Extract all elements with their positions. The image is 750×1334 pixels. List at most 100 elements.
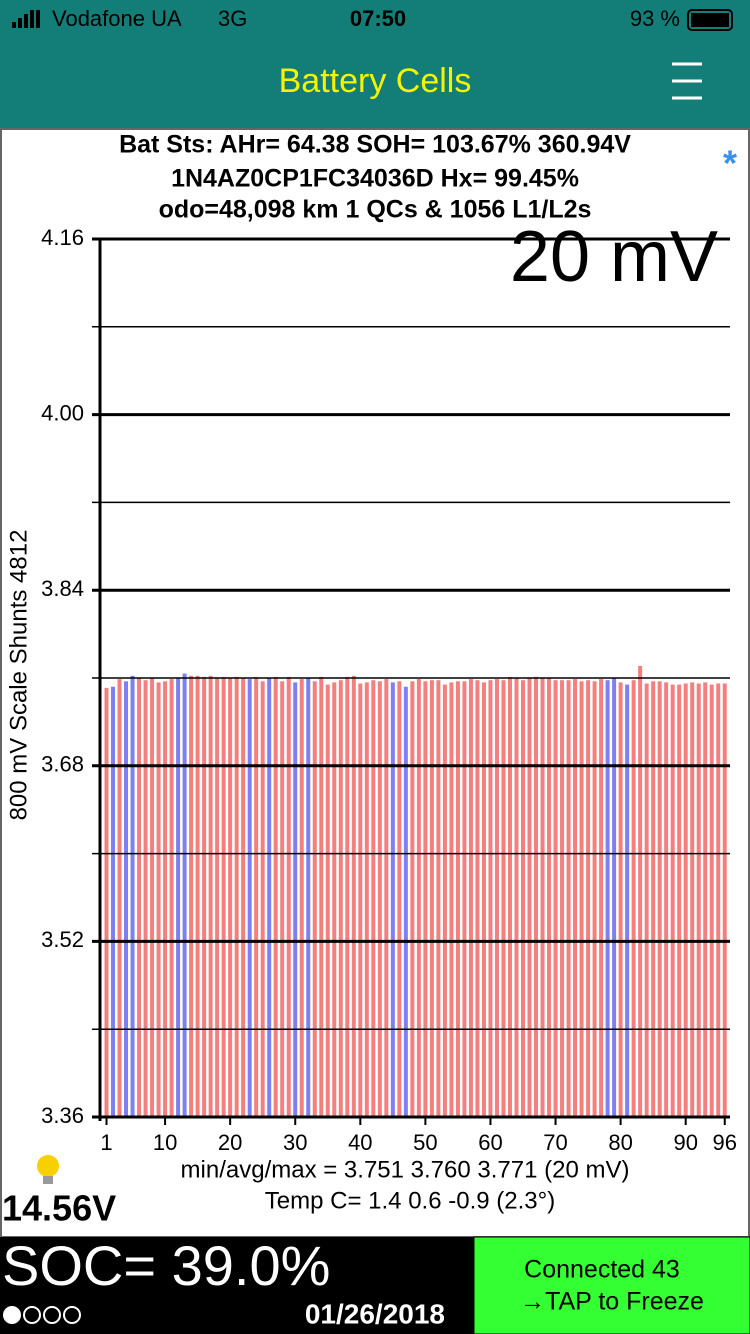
bar	[560, 680, 565, 1117]
time: 07:50	[350, 6, 406, 31]
bar	[104, 687, 109, 1117]
bar	[521, 680, 526, 1117]
connected: Connected 43	[524, 1256, 680, 1284]
bar	[683, 683, 688, 1117]
bar	[612, 678, 617, 1117]
bar	[221, 676, 226, 1117]
bar	[436, 680, 441, 1117]
bar	[182, 673, 187, 1117]
bar	[169, 679, 174, 1117]
bar	[403, 686, 408, 1117]
bar	[215, 678, 220, 1117]
bar	[494, 679, 499, 1117]
soc: SOC= 39.0%	[2, 1234, 330, 1297]
bar	[566, 680, 571, 1117]
bar	[722, 683, 727, 1117]
bar	[377, 681, 382, 1117]
bar	[306, 678, 311, 1117]
battery-icon	[687, 9, 733, 31]
bar	[280, 681, 285, 1117]
x-tick-label: 96	[713, 1130, 737, 1155]
bar	[462, 681, 467, 1117]
bar	[423, 681, 428, 1117]
aux-voltage: 14.56V	[2, 1188, 116, 1229]
bar	[618, 682, 623, 1117]
bar	[449, 682, 454, 1117]
bar	[638, 665, 643, 1117]
header-title: Battery Cells	[279, 62, 472, 100]
bar	[468, 679, 473, 1117]
bar	[664, 682, 669, 1117]
date: 01/26/2018	[305, 1298, 445, 1329]
carrier: Vodafone UA	[52, 6, 182, 31]
bar	[586, 680, 591, 1117]
bar	[247, 679, 252, 1117]
bar	[527, 678, 532, 1117]
bar	[117, 679, 122, 1117]
bar	[553, 680, 558, 1117]
x-tick-label: 70	[543, 1130, 567, 1155]
bulb-icon	[37, 1155, 59, 1184]
y-tick-label: 3.68	[41, 752, 84, 777]
x-tick-label: 80	[608, 1130, 632, 1155]
bar	[319, 676, 324, 1117]
x-tick-label: 40	[348, 1130, 372, 1155]
bar	[534, 676, 539, 1117]
bar	[286, 676, 291, 1117]
min-avg-max: min/avg/max = 3.751 3.760 3.771 (20 mV)	[181, 1156, 630, 1183]
signal-icon	[12, 10, 40, 28]
bar	[202, 676, 207, 1117]
bar	[442, 684, 447, 1117]
battery-percent: 93 %	[630, 6, 680, 31]
bar	[501, 680, 506, 1117]
bar	[208, 675, 213, 1117]
bar	[709, 684, 714, 1117]
bar	[260, 681, 265, 1117]
bar	[599, 679, 604, 1117]
scale-label: 20 mV	[510, 217, 718, 297]
menu-button[interactable]	[672, 62, 702, 100]
bar	[605, 680, 610, 1117]
x-tick-label: 20	[218, 1130, 242, 1155]
bar	[631, 680, 636, 1117]
bar	[384, 679, 389, 1117]
bar	[592, 681, 597, 1117]
y-axis-title: 800 mV Scale Shunts 4812	[5, 530, 32, 821]
top-bar	[0, 0, 750, 130]
bar	[514, 678, 519, 1117]
bar	[371, 680, 376, 1117]
bar	[670, 684, 675, 1117]
info-line: 1N4AZ0CP1FC34036D Hx= 99.45%	[171, 165, 579, 193]
bar	[644, 683, 649, 1117]
bar	[150, 678, 155, 1117]
bar	[156, 682, 161, 1117]
bar	[189, 675, 194, 1117]
bar	[358, 683, 363, 1117]
x-tick-label: 50	[413, 1130, 437, 1155]
bar	[143, 680, 148, 1117]
tap-to-freeze[interactable]: →TAP to Freeze	[520, 1288, 704, 1316]
bar	[429, 680, 434, 1117]
bar	[364, 682, 369, 1117]
network: 3G	[218, 6, 247, 31]
bar	[573, 679, 578, 1117]
info-line: Bat Sts: AHr= 64.38 SOH= 103.67% 360.94V	[119, 131, 631, 159]
bar	[677, 684, 682, 1117]
bar	[124, 681, 129, 1117]
freeze-button[interactable]	[473, 1236, 750, 1334]
page-dots	[3, 1306, 81, 1324]
temperature: Temp C= 1.4 0.6 -0.9 (2.3°)	[265, 1187, 555, 1214]
bar	[475, 680, 480, 1117]
bar	[410, 681, 415, 1117]
x-tick-label: 60	[478, 1130, 502, 1155]
bar	[137, 678, 142, 1117]
bar	[176, 678, 181, 1117]
bar	[312, 681, 317, 1117]
y-tick-label: 4.00	[41, 400, 84, 425]
bar	[234, 676, 239, 1117]
bar	[579, 681, 584, 1117]
x-tick-label: 30	[283, 1130, 307, 1155]
bar	[416, 679, 421, 1117]
